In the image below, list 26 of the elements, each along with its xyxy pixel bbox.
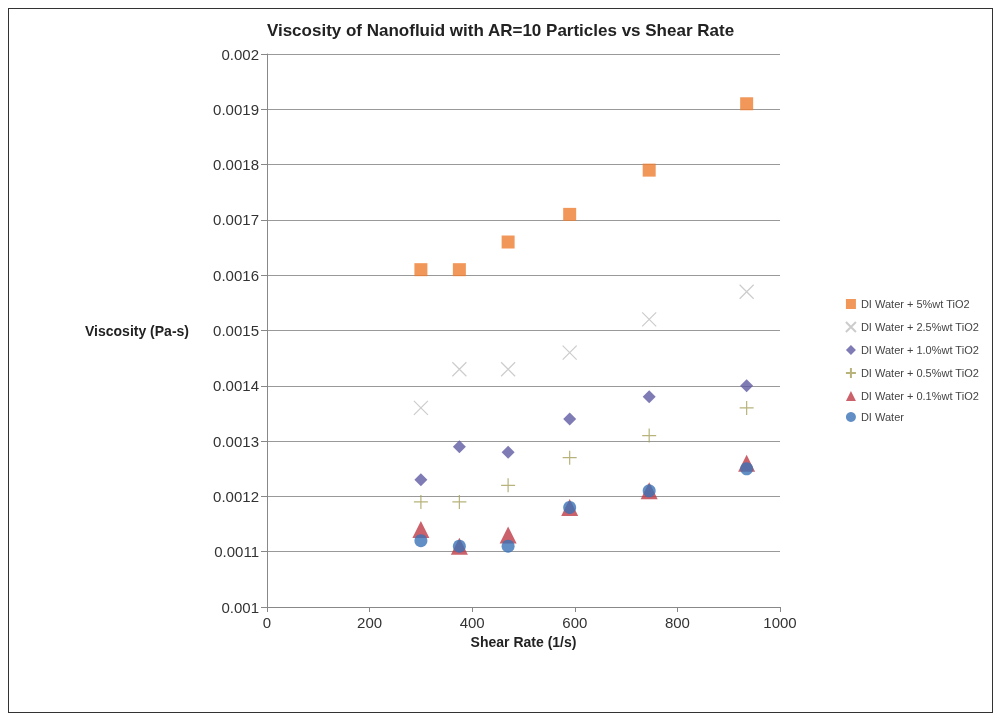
y-tick-label: 0.0016 bbox=[213, 266, 259, 284]
y-tick-label: 0.0012 bbox=[213, 487, 259, 505]
y-tick-label: 0.0011 bbox=[214, 543, 259, 561]
x-tick-label: 400 bbox=[459, 614, 485, 631]
y-tick-label: 0.0015 bbox=[213, 322, 259, 339]
x-tick-label: 800 bbox=[664, 614, 690, 631]
legend-label: DI Water + 5%wt TiO2 bbox=[860, 298, 970, 310]
x-axis-title: Shear Rate (1/s) bbox=[470, 634, 577, 650]
x-tick-label: 1000 bbox=[763, 614, 797, 631]
x-tick-label: 600 bbox=[562, 614, 588, 631]
legend-label: DI Water bbox=[860, 411, 905, 423]
y-tick-label: 0.002 bbox=[221, 45, 259, 63]
y-axis-title: Viscosity (Pa-s) bbox=[84, 322, 190, 339]
chart-title: Viscosity of Nanofluid with AR=10 Particles vs Shear Rate bbox=[266, 21, 735, 40]
x-tick-label: 200 bbox=[357, 614, 383, 631]
y-tick-label: 0.0013 bbox=[213, 432, 259, 450]
legend-label: DI Water + 0.1%wt TiO2 bbox=[860, 390, 979, 402]
x-tick-label: 0 bbox=[262, 614, 272, 631]
y-tick-label: 0.0017 bbox=[213, 211, 259, 229]
legend-label: DI Water + 0.5%wt TiO2 bbox=[860, 367, 979, 379]
y-tick-label: 0.001 bbox=[221, 598, 259, 616]
legend-label: DI Water + 1.0%wt TiO2 bbox=[860, 344, 979, 356]
legend-label: DI Water + 2.5%wt TiO2 bbox=[860, 321, 979, 333]
y-tick-label: 0.0014 bbox=[213, 377, 259, 395]
y-tick-label: 0.0018 bbox=[213, 156, 259, 174]
y-tick-label: 0.0019 bbox=[213, 100, 259, 118]
